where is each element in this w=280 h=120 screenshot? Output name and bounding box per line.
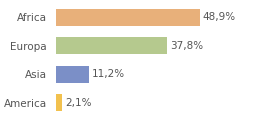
Bar xyxy=(56,66,89,83)
Bar xyxy=(56,9,200,26)
Bar xyxy=(56,37,167,54)
Text: 48,9%: 48,9% xyxy=(203,12,236,22)
Text: 11,2%: 11,2% xyxy=(92,69,125,79)
Bar xyxy=(56,94,62,111)
Text: 37,8%: 37,8% xyxy=(170,41,203,51)
Text: 2,1%: 2,1% xyxy=(66,98,92,108)
